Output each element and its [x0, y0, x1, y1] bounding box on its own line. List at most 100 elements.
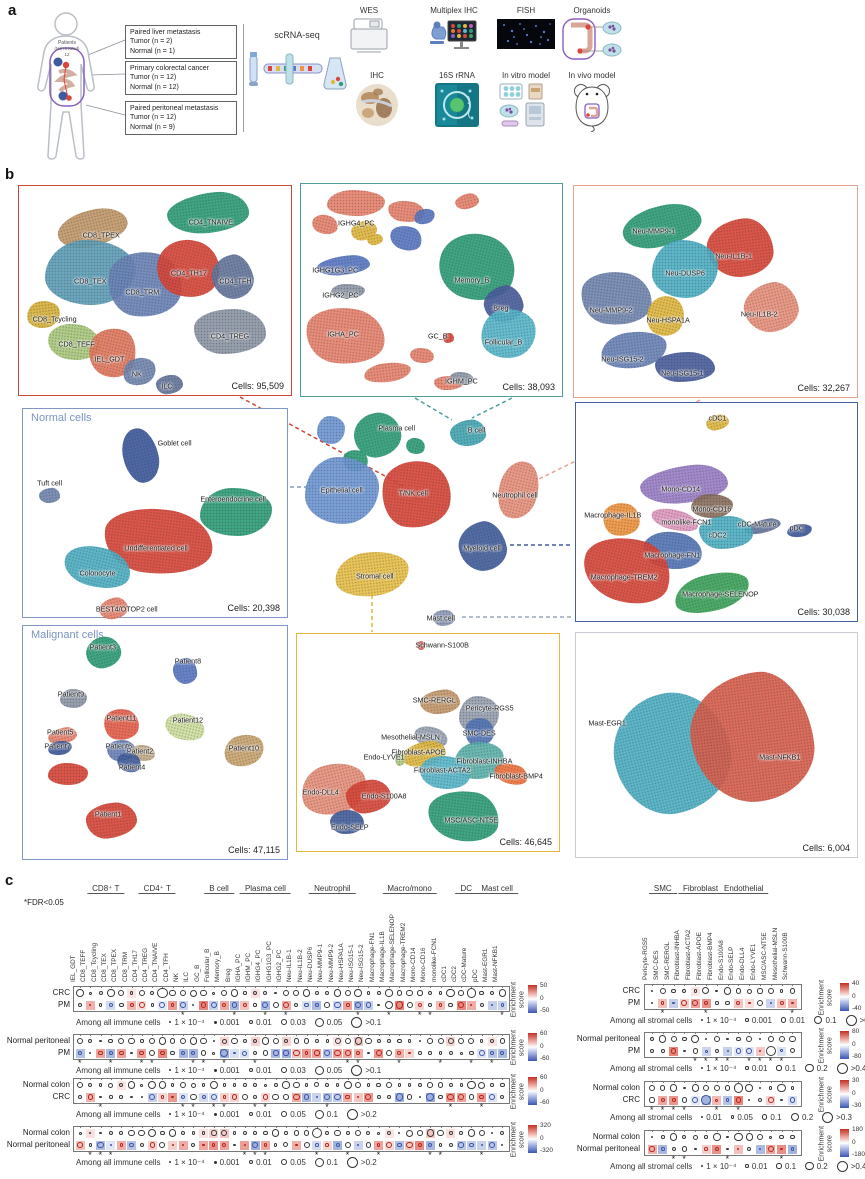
umap-panel-bcell: IGHG4_PC IGHG1G3_PC IGHG2_PC IGHA_PC Memory_…	[300, 183, 563, 397]
legend-value: >0.2	[859, 1015, 865, 1025]
dot-mark	[283, 1050, 289, 1056]
column-label: Macrophage-TREM2	[399, 922, 407, 982]
enrichment-colorbar	[528, 1033, 537, 1061]
legend-dot	[169, 1069, 172, 1071]
axis-tick	[481, 1034, 483, 1036]
fdr-asterisk: *	[660, 1008, 665, 1018]
legend-item: 0.001	[213, 1018, 240, 1027]
dot-mark	[490, 1131, 494, 1135]
dot-mark	[210, 1081, 218, 1089]
column-label: IGHG1G3_PC	[265, 941, 273, 982]
cluster-label: Patient2	[126, 746, 154, 756]
axis-tick	[738, 1081, 740, 1083]
patient-note-line2: (Non-treated)	[55, 46, 81, 51]
dot-mark	[437, 1038, 444, 1044]
column-label: Fibroblast-BMP4	[706, 932, 714, 980]
cluster-label: IGHG4_PC	[338, 218, 375, 228]
legend-item: >0.1	[351, 1016, 381, 1028]
dot-mark	[97, 1141, 104, 1149]
dot-mark	[169, 1038, 176, 1044]
axis-tick	[781, 984, 783, 986]
dot-mark	[692, 1048, 698, 1054]
dot-mark	[314, 990, 320, 996]
column-label: Neu-ISG15-2	[358, 944, 366, 982]
dot-mark	[158, 1081, 166, 1089]
method-in-vivo: In vivo model	[553, 71, 631, 137]
axis-tick	[131, 986, 133, 988]
axis-tick	[502, 1126, 504, 1128]
dot-mark	[398, 1131, 401, 1135]
axis-tick	[316, 1078, 318, 1080]
dot-mark	[468, 1038, 475, 1045]
colorbar-max: 60	[540, 1030, 548, 1037]
dot-mark	[190, 1093, 197, 1101]
row-label: PM	[628, 1046, 640, 1055]
cluster-label: IGHM_PC	[445, 376, 478, 386]
axis-tick	[224, 1126, 226, 1128]
fdr-asterisk: *	[714, 1056, 719, 1066]
fdr-asterisk: *	[490, 1058, 494, 1068]
fdr-asterisk: *	[325, 1102, 329, 1112]
axis-tick	[193, 1126, 195, 1128]
dot-mark	[395, 1093, 403, 1101]
axis-tick	[100, 1126, 102, 1128]
fdr-asterisk: *	[747, 1056, 751, 1066]
dot-mark	[649, 1036, 655, 1042]
dot-mark	[212, 1143, 216, 1147]
fdr-asterisk: *	[779, 1056, 784, 1066]
umap-panel-title: Malignant cells	[31, 629, 104, 641]
dot-mark	[130, 1051, 133, 1055]
colorbar-min: -40	[852, 1005, 862, 1012]
legend-dot	[776, 1163, 782, 1169]
scrna-seq-icons	[249, 52, 347, 90]
dot-background	[230, 1048, 239, 1058]
group-header: Endothelial	[719, 884, 769, 894]
legend-item: >0.4	[836, 1062, 865, 1074]
fdr-asterisk: *	[263, 1010, 267, 1020]
cluster-label: Mast-EGR1	[588, 718, 626, 728]
axis-tick	[327, 1034, 329, 1036]
cluster-label: GC_B	[427, 331, 448, 341]
fdr-asterisk: *	[397, 1058, 401, 1068]
dot-mark	[253, 991, 257, 995]
legend-dot	[745, 1018, 749, 1022]
legend-dot	[314, 1017, 324, 1027]
dot-mark	[448, 1002, 454, 1008]
sample-box-title: Paired peritoneal metastasis	[130, 105, 219, 112]
cluster-blob	[738, 277, 803, 338]
axis-tick	[684, 1032, 686, 1034]
column-label: Pericyte-RGS5	[642, 937, 649, 980]
dot-mark	[498, 989, 507, 997]
axis-tick	[275, 1034, 277, 1036]
method-label: IHC	[370, 71, 384, 80]
dot-mark	[659, 1035, 667, 1043]
dot-mark	[660, 1097, 665, 1103]
axis-tick	[162, 1078, 164, 1080]
dot-mark	[344, 1049, 351, 1057]
dot-mark	[148, 1128, 157, 1138]
axis-tick	[471, 1126, 473, 1128]
axis-tick	[347, 1078, 349, 1080]
fdr-asterisk: *	[500, 1010, 504, 1020]
cluster-blob	[652, 240, 718, 298]
dot-mark	[490, 1003, 494, 1007]
cluster-label: Mesothelial-MSLN	[381, 732, 440, 742]
cluster-blob	[388, 222, 425, 253]
cluster-blob	[304, 456, 379, 525]
dot-mark	[407, 1083, 412, 1087]
legend-item: 0.1	[761, 1113, 782, 1122]
dot-mark	[108, 1082, 114, 1088]
dot-background	[219, 1140, 229, 1150]
column-label: Breg	[224, 968, 232, 983]
dot-background	[106, 1048, 116, 1058]
axis-tick	[389, 1126, 390, 1128]
fdr-asterisk: *	[253, 1058, 257, 1068]
cluster-blob	[48, 763, 89, 785]
cells-count: Cells: 47,115	[228, 845, 280, 855]
axis-tick	[141, 1126, 143, 1128]
fdr-asterisk: *	[693, 1056, 697, 1066]
fdr-asterisk: *	[98, 1150, 103, 1160]
method-ihc: IHC	[338, 71, 416, 133]
dot-mark	[263, 1143, 268, 1147]
legend-value: 0.01	[256, 1017, 272, 1027]
